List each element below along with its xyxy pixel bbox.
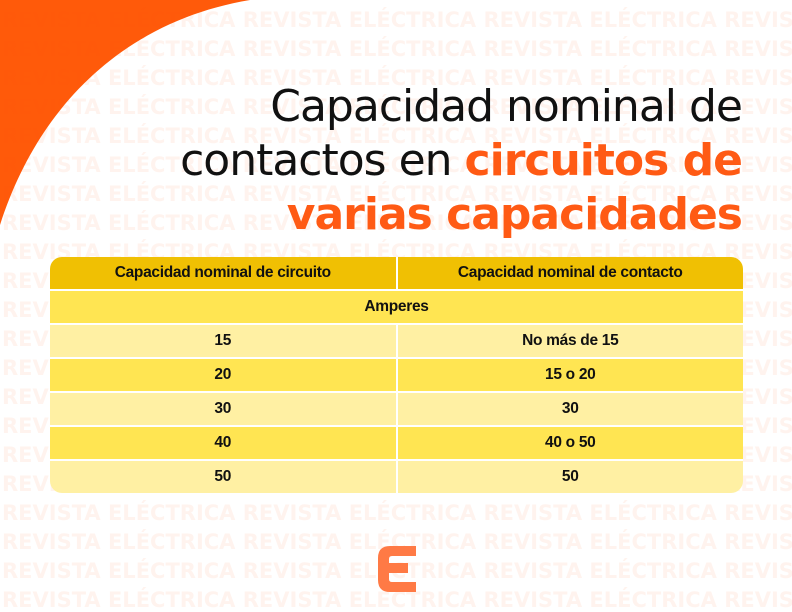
table-row: 20 15 o 20: [50, 357, 743, 393]
column-header-circuit: Capacidad nominal de circuito: [50, 257, 398, 291]
column-header-contact: Capacidad nominal de contacto: [395, 257, 743, 291]
table-row: 50 50: [50, 459, 743, 493]
contact-cell: 15 o 20: [395, 357, 743, 393]
title-line-1: Capacidad nominal de: [270, 81, 743, 132]
circuit-cell: 20: [50, 357, 398, 393]
title-line-2-accent: circuitos de: [464, 135, 743, 186]
title-line-3-accent: varias capacidades: [286, 189, 743, 240]
contact-cell: 30: [395, 391, 743, 427]
title-line-2: contactos en circuitos de: [180, 134, 743, 188]
contact-cell: 50: [395, 459, 743, 493]
contact-cell: No más de 15: [395, 323, 743, 359]
circuit-cell: 15: [50, 323, 398, 359]
circuit-cell: 40: [50, 425, 398, 461]
table-row: 15 No más de 15: [50, 323, 743, 359]
capacity-table: Capacidad nominal de circuito Capacidad …: [50, 257, 743, 493]
table-row: 30 30: [50, 391, 743, 427]
revista-electrica-logo-icon: [378, 546, 416, 592]
circuit-cell: 50: [50, 459, 398, 493]
units-row: Amperes: [50, 289, 743, 325]
page-title: Capacidad nominal de contactos en circui…: [180, 80, 743, 242]
table-row: 40 40 o 50: [50, 425, 743, 461]
circuit-cell: 30: [50, 391, 398, 427]
title-line-2-plain: contactos en: [180, 135, 465, 186]
contact-cell: 40 o 50: [395, 425, 743, 461]
